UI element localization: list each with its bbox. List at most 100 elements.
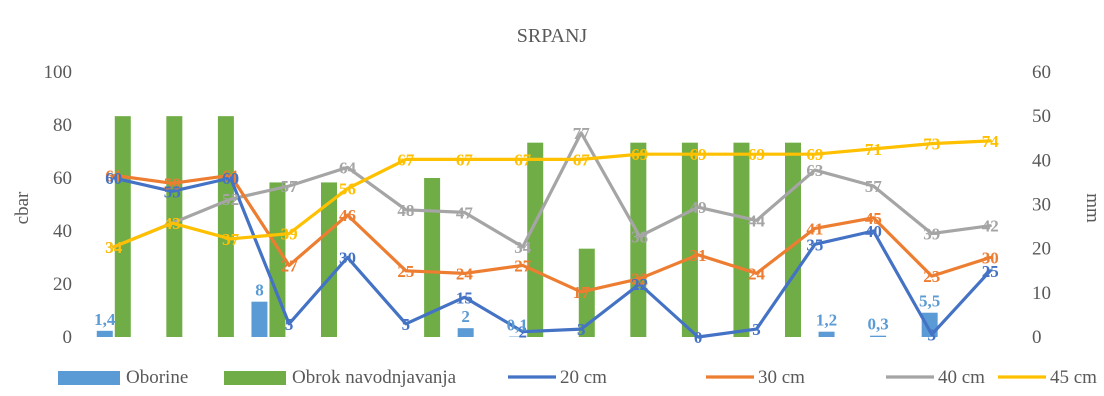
- data-label: 69: [806, 145, 823, 164]
- legend-label: Obrok navodnjavanja: [292, 367, 457, 388]
- bar-obrok-navodnjavanja: [269, 182, 286, 337]
- series-line-40-cm: [112, 131, 992, 249]
- bar-oborine: [96, 330, 113, 337]
- data-label-oborine: 8: [255, 281, 264, 300]
- data-label: 61: [105, 166, 122, 185]
- legend-label: 40 cm: [938, 367, 985, 388]
- data-label: 39: [923, 225, 940, 244]
- legend-label: 30 cm: [758, 367, 805, 388]
- bar-oborine: [457, 328, 474, 337]
- bar-oborine: [818, 331, 835, 337]
- data-label: 60: [222, 169, 239, 188]
- data-label: 5: [402, 315, 411, 334]
- data-label: 46: [339, 206, 356, 225]
- right-tick-label: 40: [1032, 150, 1051, 171]
- data-label: 49: [690, 198, 707, 217]
- left-tick-label: 60: [53, 168, 72, 189]
- data-label: 43: [164, 214, 181, 233]
- left-axis-title: cbar: [12, 191, 33, 224]
- right-tick-label: 0: [1032, 327, 1042, 348]
- data-label: 2: [519, 323, 528, 342]
- data-label: 17: [573, 283, 591, 302]
- left-tick-label: 40: [53, 221, 72, 242]
- data-label: 64: [339, 158, 357, 177]
- data-label: 3: [577, 320, 586, 339]
- data-label: 73: [923, 135, 940, 154]
- lines-layer: [112, 131, 992, 339]
- data-label: 30: [339, 249, 356, 268]
- left-tick-label: 20: [53, 274, 72, 295]
- data-label: 52: [222, 190, 239, 209]
- data-label: 37: [222, 230, 240, 249]
- data-label: 40: [865, 222, 882, 241]
- data-label-oborine: 0,3: [867, 315, 888, 334]
- data-label: 27: [281, 256, 299, 275]
- bar-obrok-navodnjavanja: [578, 248, 595, 337]
- data-label: 63: [806, 161, 823, 180]
- data-label: 69: [748, 145, 765, 164]
- bar-obrok-navodnjavanja: [681, 142, 698, 337]
- chart-title: SRPANJ: [517, 25, 588, 47]
- data-label: 60: [105, 169, 122, 188]
- right-axis-title: mm: [1082, 193, 1103, 223]
- data-label-oborine: 2: [461, 307, 470, 326]
- right-tick-label: 20: [1032, 239, 1051, 260]
- data-label: 58: [164, 174, 181, 193]
- data-label: 55: [164, 182, 181, 201]
- data-label: 42: [982, 217, 999, 236]
- series-line-45-cm: [112, 139, 992, 249]
- data-label-oborine: 0,1: [507, 316, 528, 335]
- data-label: 67: [514, 150, 532, 169]
- bars-layer: [96, 116, 938, 338]
- data-label: 74: [982, 132, 1000, 151]
- data-label: 30: [982, 249, 999, 268]
- legend: Oborine Obrok navodnjavanja 20 cm 30 cm 40 c…: [58, 367, 1097, 388]
- data-label: 44: [748, 211, 766, 230]
- data-label: 35: [806, 235, 823, 254]
- data-label: 57: [865, 177, 883, 196]
- bar-obrok-navodnjavanja: [733, 142, 750, 337]
- bar-oborine: [870, 335, 887, 337]
- left-tick-label: 0: [63, 327, 73, 348]
- data-label: 69: [631, 145, 648, 164]
- bar-obrok-navodnjavanja: [114, 116, 131, 338]
- right-tick-label: 30: [1032, 195, 1051, 216]
- right-tick-label: 60: [1032, 62, 1051, 83]
- data-label: 25: [982, 262, 999, 281]
- data-label: 67: [573, 150, 591, 169]
- data-label: 15: [456, 288, 473, 307]
- data-label: 5: [285, 315, 294, 334]
- data-label: 34: [105, 238, 123, 257]
- data-label: 38: [631, 227, 648, 246]
- data-label: 0: [694, 328, 703, 347]
- data-label: 41: [806, 219, 823, 238]
- data-label: 22: [631, 270, 648, 289]
- legend-label: Oborine: [126, 367, 188, 388]
- right-tick-label: 10: [1032, 283, 1051, 304]
- legend-label: 45 cm: [1050, 367, 1097, 388]
- bar-obrok-navodnjavanja: [527, 142, 544, 337]
- data-label: 24: [456, 264, 474, 283]
- data-label: 45: [865, 209, 882, 228]
- left-tick-label: 80: [53, 115, 72, 136]
- series-line-20-cm: [112, 176, 992, 339]
- data-label: 77: [573, 124, 591, 143]
- data-label: 39: [281, 225, 298, 244]
- data-label: 23: [923, 267, 940, 286]
- bar-obrok-navodnjavanja: [424, 178, 441, 337]
- bar-obrok-navodnjavanja: [166, 116, 183, 338]
- data-label: 25: [397, 262, 414, 281]
- data-label-oborine: 1,2: [816, 311, 837, 330]
- data-label: 3: [928, 325, 937, 344]
- data-label-oborine: 5,5: [919, 292, 940, 311]
- series-line-30-cm: [112, 173, 992, 294]
- data-label-oborine: 1,4: [94, 310, 116, 329]
- bar-oborine: [251, 301, 268, 337]
- left-axis-ticks: 0 20 40 60 80 100: [44, 62, 73, 348]
- data-label: 34: [514, 238, 532, 257]
- data-label: 34: [105, 238, 123, 257]
- data-label: 69: [690, 145, 707, 164]
- data-label: 67: [456, 150, 474, 169]
- data-label: 47: [456, 203, 474, 222]
